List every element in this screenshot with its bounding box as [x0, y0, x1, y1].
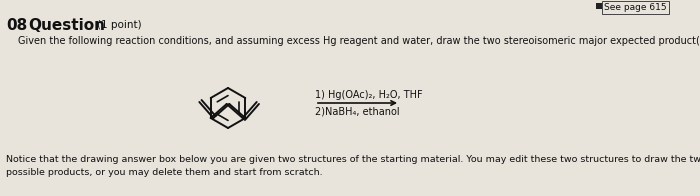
Text: 08: 08 — [6, 18, 27, 33]
Text: possible products, or you may delete them and start from scratch.: possible products, or you may delete the… — [6, 168, 323, 177]
Bar — [596, 3, 602, 9]
Text: 1) Hg(OAc)₂, H₂O, THF: 1) Hg(OAc)₂, H₂O, THF — [315, 90, 423, 100]
Text: Given the following reaction conditions, and assuming excess Hg reagent and wate: Given the following reaction conditions,… — [18, 36, 700, 46]
Text: See page 615: See page 615 — [604, 3, 666, 12]
Text: Notice that the drawing answer box below you are given two structures of the sta: Notice that the drawing answer box below… — [6, 155, 700, 164]
Text: (1 point): (1 point) — [97, 20, 141, 30]
Text: Question: Question — [28, 18, 105, 33]
Text: 2)NaBH₄, ethanol: 2)NaBH₄, ethanol — [315, 106, 400, 116]
